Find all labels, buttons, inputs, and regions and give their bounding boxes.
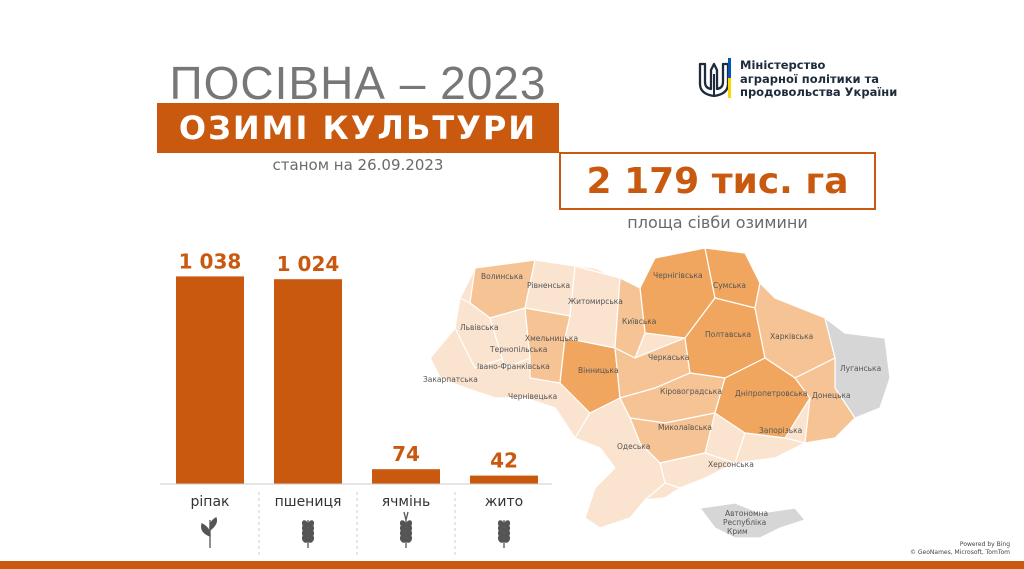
map-label: Черкаська bbox=[648, 353, 689, 362]
map-label: Херсонська bbox=[708, 460, 754, 469]
map-label: Харківська bbox=[770, 332, 813, 341]
wheat-icon bbox=[301, 520, 315, 548]
credit-line: © GeoNames, Microsoft, TomTom bbox=[909, 549, 1010, 556]
trident-icon bbox=[698, 62, 730, 98]
map-label: Миколаївська bbox=[658, 423, 712, 432]
ukraine-map: Волинська Рівненська Житомирська Чернігі… bbox=[423, 247, 891, 538]
total-value: 2 179 тис. га bbox=[586, 161, 849, 202]
subtitle-banner: ОЗИМІ КУЛЬТУРИ bbox=[157, 103, 559, 153]
map-label: Одеська bbox=[617, 442, 650, 451]
ministry-line: продовольства України bbox=[740, 85, 898, 99]
bar-chart: 1 038 ріпак 1 024 пшениця 74 ячмінь 42 жито bbox=[160, 249, 552, 556]
map-label: Івано-Франківська bbox=[477, 362, 550, 371]
map-label: Чернівецька bbox=[508, 392, 557, 401]
map-region-odeska bbox=[574, 397, 666, 529]
subtitle-text: ОЗИМІ КУЛЬТУРИ bbox=[178, 109, 538, 147]
date-line: станом на 26.09.2023 bbox=[272, 156, 444, 174]
rye-icon bbox=[497, 520, 511, 548]
map-region-kyivska bbox=[614, 277, 646, 359]
flag-stripe bbox=[728, 58, 731, 98]
page-title: ПОСІВНА – 2023 bbox=[169, 57, 547, 109]
ministry-name: Міністерство аграрної політики та продов… bbox=[740, 58, 898, 100]
ministry-line: Міністерство bbox=[740, 58, 826, 72]
map-label: Київська bbox=[622, 317, 656, 326]
map-label: Республіка bbox=[723, 518, 766, 527]
map-label: Вінницька bbox=[578, 366, 619, 375]
map-region-donetska bbox=[794, 357, 856, 444]
bar-2 bbox=[372, 469, 440, 484]
map-label: Донецька bbox=[812, 391, 851, 400]
bar-value-label: 1 024 bbox=[277, 252, 340, 276]
category-label: пшениця bbox=[275, 494, 342, 510]
bar-1 bbox=[274, 279, 342, 484]
bottom-bar bbox=[0, 561, 1024, 569]
map-label: Полтавська bbox=[705, 330, 751, 339]
map-region-zaporizka bbox=[734, 432, 807, 464]
map-label: Кіровоградська bbox=[660, 387, 722, 396]
map-label: Крим bbox=[727, 527, 748, 536]
map-label: Львівська bbox=[460, 323, 499, 332]
map-label: Хмельницька bbox=[525, 334, 578, 343]
bar-value-label: 1 038 bbox=[179, 249, 242, 273]
map-label: Луганська bbox=[840, 364, 881, 373]
bar-0 bbox=[176, 276, 244, 484]
credit-line: Powered by Bing bbox=[959, 541, 1010, 548]
category-label: ячмінь bbox=[382, 494, 431, 510]
bar-value-label: 74 bbox=[392, 442, 420, 466]
ministry-line: аграрної політики та bbox=[740, 71, 880, 86]
map-region-dnipropetrovska bbox=[714, 357, 811, 439]
map-label: Запорізька bbox=[759, 426, 802, 435]
total-caption: площа сівби озимини bbox=[627, 213, 808, 232]
map-label: Закарпатська bbox=[423, 375, 478, 384]
map-label: Рівненська bbox=[527, 281, 570, 290]
total-box: 2 179 тис. га bbox=[559, 152, 876, 210]
bar-value-label: 42 bbox=[490, 449, 518, 473]
map-label: Волинська bbox=[481, 272, 523, 281]
map-label: Тернопільська bbox=[489, 345, 547, 354]
bar-3 bbox=[470, 475, 538, 484]
map-label: Дніпропетровська bbox=[735, 389, 807, 398]
barley-icon bbox=[399, 511, 413, 548]
category-label: ріпак bbox=[191, 494, 230, 510]
map-label: Автономна bbox=[725, 509, 768, 518]
map-region-crimea bbox=[698, 502, 807, 538]
sprout-icon bbox=[201, 517, 218, 548]
map-label: Житомирська bbox=[568, 297, 623, 306]
map-credit: Powered by Bing © GeoNames, Microsoft, T… bbox=[910, 541, 1010, 557]
category-label: жито bbox=[485, 494, 523, 510]
map-label: Сумська bbox=[713, 281, 746, 290]
map-label: Чернігівська bbox=[653, 271, 703, 280]
